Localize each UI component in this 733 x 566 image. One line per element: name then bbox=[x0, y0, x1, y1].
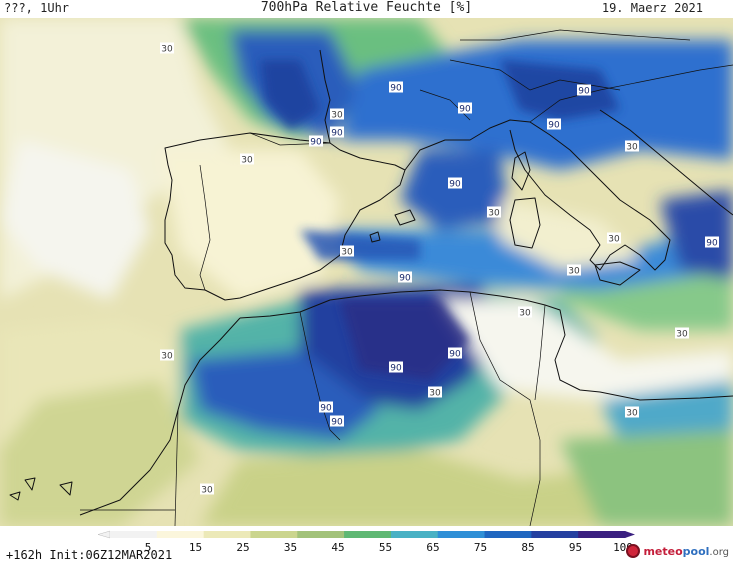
legend-swatch bbox=[484, 531, 532, 538]
legend-left-arrow bbox=[97, 530, 111, 539]
map-title: 700hPa Relative Feuchte [%] bbox=[260, 0, 473, 15]
contour-label: 90 bbox=[577, 84, 591, 97]
forecast-run-info: +162h Init:06Z12MAR2021 bbox=[6, 548, 173, 562]
contour-label: 30 bbox=[428, 386, 442, 399]
contour-label: 30 bbox=[330, 108, 344, 121]
contour-label: 90 bbox=[448, 347, 462, 360]
svg-text:90: 90 bbox=[390, 84, 402, 94]
legend-tick-label: 25 bbox=[236, 541, 249, 554]
legend-tick-label: 35 bbox=[284, 541, 297, 554]
svg-text:90: 90 bbox=[706, 239, 718, 249]
legend-tick-label: 75 bbox=[474, 541, 487, 554]
legend-swatch bbox=[250, 531, 298, 538]
legend-tick-label: 85 bbox=[521, 541, 534, 554]
contour-label: 30 bbox=[200, 483, 214, 496]
legend-bar bbox=[97, 530, 635, 539]
contour-label: 30 bbox=[518, 306, 532, 319]
contour-label: 90 bbox=[458, 102, 472, 115]
legend-ticks: 5 15 25 35 45 55 65 75 85 95 100 bbox=[145, 541, 633, 554]
valid-date: 19. Maerz 2021 bbox=[601, 1, 703, 15]
legend-swatch bbox=[390, 531, 439, 538]
svg-text:90: 90 bbox=[449, 350, 461, 360]
svg-text:30: 30 bbox=[201, 486, 213, 496]
borders bbox=[80, 29, 733, 526]
svg-text:90: 90 bbox=[320, 404, 332, 414]
svg-text:90: 90 bbox=[390, 364, 402, 374]
humidity-field bbox=[0, 18, 733, 526]
svg-text:90: 90 bbox=[331, 418, 343, 428]
contour-label: 30 bbox=[675, 327, 689, 340]
humidity-map: 30 30 90 30 90 90 90 90 90 30 90 30 30 90 30 30 90 30 30 30… bbox=[0, 18, 733, 526]
contour-label: 90 bbox=[309, 135, 323, 148]
svg-text:90: 90 bbox=[548, 121, 560, 131]
contour-label: 30 bbox=[625, 406, 639, 419]
contour-label: 90 bbox=[389, 361, 403, 374]
svg-text:90: 90 bbox=[399, 274, 411, 284]
svg-text:30: 30 bbox=[608, 235, 620, 245]
legend-swatch bbox=[437, 531, 486, 538]
svg-text:90: 90 bbox=[310, 138, 322, 148]
contour-label: 90 bbox=[330, 126, 344, 139]
svg-text:30: 30 bbox=[568, 267, 580, 277]
legend-tick-label: 55 bbox=[379, 541, 392, 554]
legend-tick-label: 65 bbox=[426, 541, 439, 554]
contour-label: 30 bbox=[160, 349, 174, 362]
legend-tick-label: 95 bbox=[569, 541, 582, 554]
svg-text:30: 30 bbox=[626, 143, 638, 153]
contour-label: 90 bbox=[705, 236, 719, 249]
svg-text:30: 30 bbox=[161, 352, 173, 362]
meteopool-logo-icon bbox=[626, 544, 641, 558]
legend-swatch bbox=[203, 531, 251, 538]
logo-text: meteopool.org bbox=[643, 544, 729, 558]
run-label: ???, 1Uhr bbox=[4, 1, 70, 15]
contour-label: 30 bbox=[607, 232, 621, 245]
legend-swatch bbox=[110, 531, 158, 538]
contour-label: 90 bbox=[398, 271, 412, 284]
contour-label: 30 bbox=[567, 264, 581, 277]
svg-text:30: 30 bbox=[429, 389, 441, 399]
svg-text:30: 30 bbox=[331, 111, 343, 121]
svg-text:30: 30 bbox=[241, 156, 253, 166]
svg-text:90: 90 bbox=[459, 105, 471, 115]
legend-swatch bbox=[297, 531, 345, 538]
svg-text:90: 90 bbox=[449, 180, 461, 190]
legend-right-arrow bbox=[625, 531, 635, 538]
svg-text:30: 30 bbox=[519, 309, 531, 319]
contour-label: 90 bbox=[330, 415, 344, 428]
svg-text:90: 90 bbox=[578, 87, 590, 97]
coastlines bbox=[9, 49, 733, 516]
legend-swatch bbox=[531, 531, 579, 538]
svg-text:30: 30 bbox=[161, 45, 173, 55]
meteopool-logo[interactable]: meteopool.org bbox=[626, 544, 729, 558]
legend-swatch bbox=[156, 531, 205, 538]
svg-text:30: 30 bbox=[488, 209, 500, 219]
legend-swatch bbox=[344, 531, 392, 538]
contour-labels: 30 30 90 30 90 90 90 90 90 30 90 30 30 90 30 30 90 30 30 30… bbox=[160, 42, 719, 496]
contour-label: 30 bbox=[625, 140, 639, 153]
humidity-core bbox=[260, 60, 620, 380]
contour-label: 90 bbox=[547, 118, 561, 131]
contour-label: 30 bbox=[340, 245, 354, 258]
contour-label: 30 bbox=[487, 206, 501, 219]
contour-label: 30 bbox=[240, 153, 254, 166]
svg-text:30: 30 bbox=[626, 409, 638, 419]
svg-text:30: 30 bbox=[676, 330, 688, 340]
contour-label: 90 bbox=[389, 81, 403, 94]
contour-label: 30 bbox=[160, 42, 174, 55]
color-legend: 5 15 25 35 45 55 65 75 85 95 100 bbox=[97, 530, 635, 554]
svg-text:30: 30 bbox=[341, 248, 353, 258]
legend-swatch bbox=[578, 531, 626, 538]
contour-label: 90 bbox=[319, 401, 333, 414]
svg-text:90: 90 bbox=[331, 129, 343, 139]
legend-tick-label: 45 bbox=[331, 541, 344, 554]
legend-tick-label: 15 bbox=[189, 541, 202, 554]
legend-tick-label: 5 bbox=[145, 541, 152, 554]
contour-label: 90 bbox=[448, 177, 462, 190]
